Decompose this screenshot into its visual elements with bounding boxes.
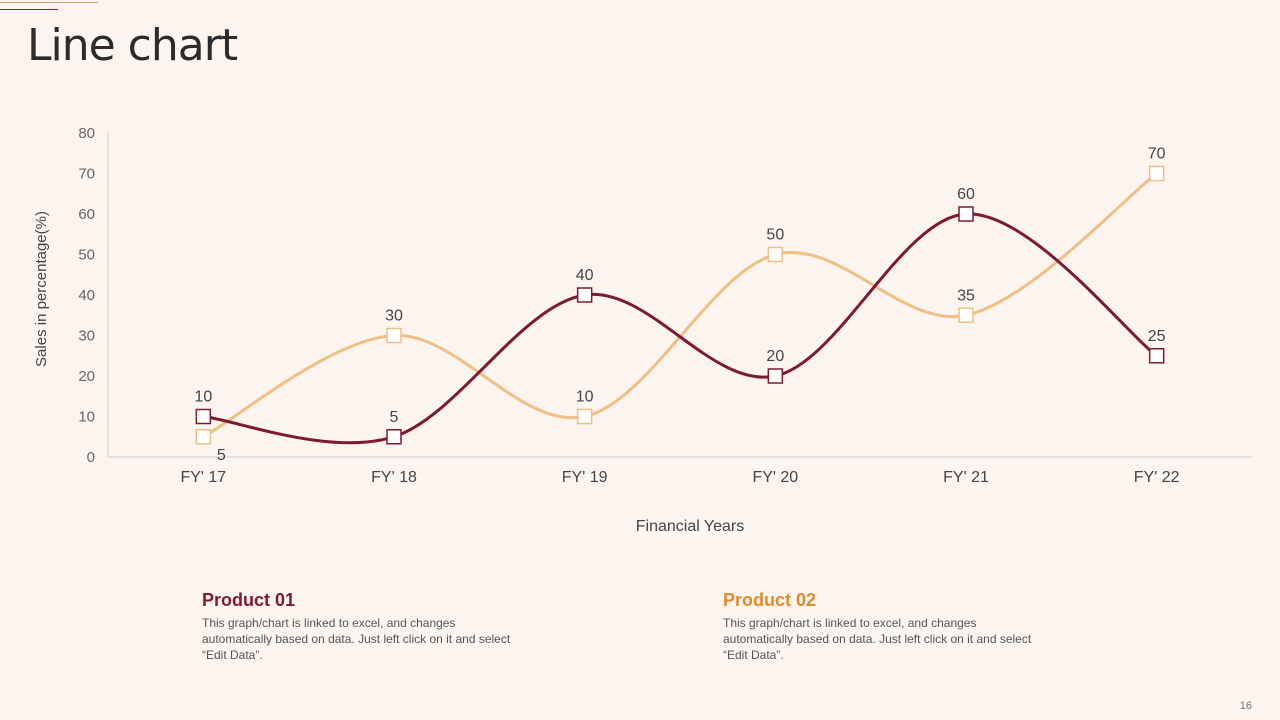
data-label-product-01: 5: [390, 409, 399, 426]
y-axis-title: Sales in percentage(%): [33, 211, 50, 367]
data-label-product-02: 10: [576, 389, 594, 406]
x-tick-label: FY' 21: [943, 469, 989, 486]
product-02-block: Product 02 This graph/chart is linked to…: [723, 590, 1043, 663]
data-point-product-02: [1148, 165, 1165, 182]
y-tick-label: 40: [78, 287, 95, 304]
data-point-product-02: [958, 307, 974, 323]
data-label-product-02: 5: [217, 447, 226, 464]
y-tick-label: 20: [78, 368, 95, 385]
slide-title: Line chart: [27, 20, 238, 71]
decorative-line-accent: [0, 9, 58, 10]
x-tick-label: FY' 19: [562, 469, 608, 486]
series-line-product-01: [203, 212, 1158, 445]
data-point-product-02: [195, 429, 212, 445]
decorative-line: [0, 2, 98, 3]
data-point-product-01: [576, 287, 593, 303]
data-point-product-02: [767, 246, 784, 263]
data-point-product-01: [767, 368, 784, 384]
data-label-product-02: 70: [1148, 146, 1166, 163]
y-tick-label: 60: [78, 206, 95, 223]
x-tick-label: FY' 20: [752, 469, 798, 486]
x-tick-label: FY' 17: [180, 469, 226, 486]
line-chart[interactable]: 0 10 20 30 40 50 60 70 80 FY' 17 FY' 18 FY' 19 FY' 2…: [0, 0, 1280, 560]
data-label-product-01: 25: [1148, 328, 1166, 345]
data-point-product-01: [1148, 348, 1165, 364]
product-02-title: Product 02: [723, 590, 817, 610]
x-tick-label: FY' 22: [1134, 469, 1180, 486]
data-label-product-02: 35: [957, 287, 975, 304]
y-tick-label: 70: [78, 166, 95, 183]
data-point-product-01: [386, 429, 402, 445]
data-point-product-02: [576, 408, 593, 425]
y-tick-label: 0: [87, 449, 95, 466]
x-axis-title: Financial Years: [636, 518, 745, 535]
y-tick-label: 80: [78, 125, 95, 142]
product-02-description: This graph/chart is linked to excel, and…: [723, 616, 1032, 662]
page-number: 16: [1239, 700, 1252, 712]
data-label-product-01: 40: [576, 267, 594, 284]
product-01-title: Product 01: [202, 590, 296, 610]
data-label-product-02: 30: [385, 308, 403, 325]
data-label-product-01: 10: [194, 389, 212, 406]
data-point-product-01: [958, 206, 974, 222]
data-label-product-01: 60: [957, 186, 975, 203]
data-label-product-02: 50: [766, 227, 784, 244]
data-point-product-01: [195, 408, 212, 425]
x-tick-label: FY' 18: [371, 469, 417, 486]
series-line-product-02: [202, 172, 1158, 439]
y-tick-label: 10: [78, 409, 95, 426]
data-point-product-02: [386, 327, 402, 344]
product-01-description: This graph/chart is linked to excel, and…: [202, 616, 511, 662]
product-01-block: Product 01 This graph/chart is linked to…: [202, 590, 522, 663]
y-tick-label: 50: [78, 247, 95, 264]
data-label-product-01: 20: [766, 348, 784, 365]
y-tick-label: 30: [78, 328, 95, 345]
